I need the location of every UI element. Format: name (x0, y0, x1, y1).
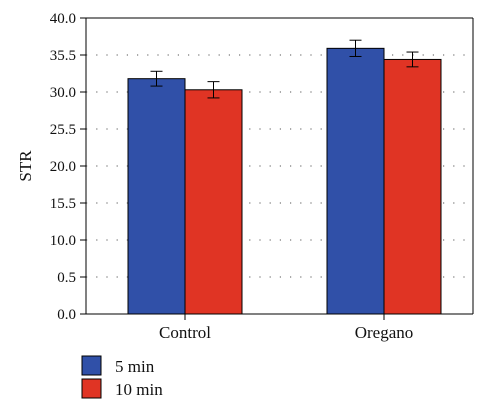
bar (326, 47, 385, 315)
y-tick-label: 40.0 (50, 11, 76, 27)
x-ticks: Control Oregano (159, 314, 413, 342)
bars-layer (127, 39, 442, 315)
bar (184, 89, 243, 315)
x-tick-label: Oregano (355, 323, 414, 342)
y-tick-label: 25.5 (50, 122, 76, 138)
legend-swatch (81, 355, 102, 376)
y-tick-label: 30.0 (50, 85, 76, 101)
y-ticks: 0.0 0.5 10.0 15.5 20.0 25.5 30.0 35.5 40.0 (50, 11, 86, 323)
y-tick-label: 10.0 (50, 233, 76, 249)
legend-swatch (81, 378, 102, 399)
y-tick-label: 15.5 (50, 196, 76, 212)
y-tick-label: 20.0 (50, 159, 76, 175)
legend-label: 10 min (115, 380, 163, 399)
y-tick-label: 35.5 (50, 48, 76, 64)
bar (383, 58, 442, 315)
bar (127, 78, 186, 315)
y-axis-label: STR (16, 150, 35, 182)
y-tick-label: 0.5 (57, 270, 76, 286)
legend: 5 min 10 min (81, 355, 163, 399)
legend-label: 5 min (115, 357, 155, 376)
y-tick-label: 0.0 (57, 307, 76, 323)
x-tick-label: Control (159, 323, 211, 342)
